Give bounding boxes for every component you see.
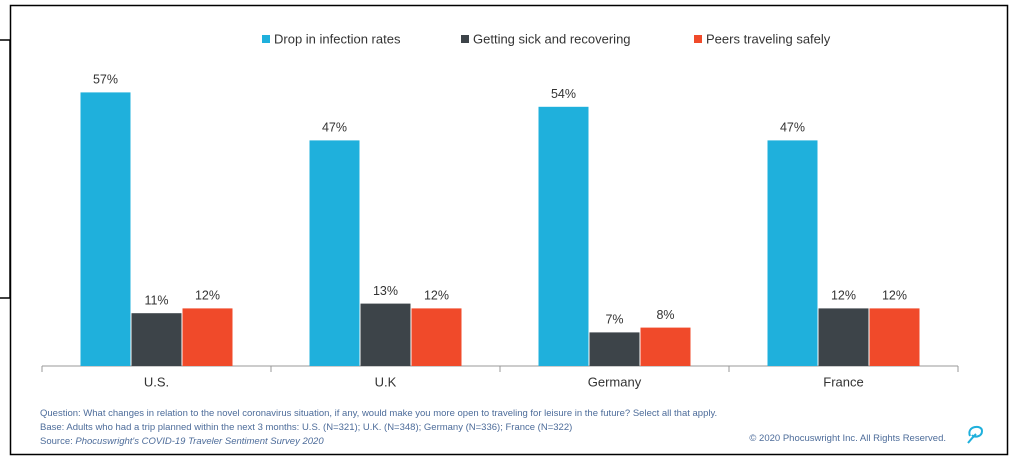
bar <box>131 313 182 366</box>
bar <box>360 303 411 366</box>
logo <box>967 425 984 444</box>
bar <box>309 140 360 366</box>
footnote-source: Source: Phocuswright's COVID-19 Traveler… <box>40 436 324 447</box>
legend-swatch <box>461 35 469 43</box>
value-label: 54% <box>551 87 576 101</box>
legend-label: Drop in infection rates <box>274 31 401 46</box>
footnote-base: Base: Adults who had a trip planned with… <box>40 422 572 433</box>
value-label: 12% <box>882 289 907 303</box>
value-label: 8% <box>656 308 674 322</box>
bar <box>640 327 691 366</box>
value-label: 11% <box>144 293 168 307</box>
x-tick-label: Germany <box>588 374 642 389</box>
bar <box>411 308 462 366</box>
legend-swatch <box>694 35 702 43</box>
x-tick-label: France <box>823 374 863 389</box>
source-label: Source: <box>40 436 73 447</box>
legend-swatch <box>262 35 270 43</box>
bar <box>80 92 131 367</box>
chart-frame <box>9 4 1009 456</box>
source-name: Phocuswright's COVID-19 Traveler Sentime… <box>75 436 324 447</box>
bar <box>818 308 869 366</box>
value-label: 12% <box>831 289 856 303</box>
value-label: 57% <box>93 73 118 87</box>
x-tick-label: U.S. <box>144 374 169 389</box>
footnote-question: Question: What changes in relation to th… <box>40 408 717 419</box>
legend-label: Getting sick and recovering <box>473 31 631 46</box>
value-label: 47% <box>780 121 805 135</box>
value-label: 12% <box>424 289 449 303</box>
copyright: © 2020 Phocuswright Inc. All Rights Rese… <box>749 433 946 444</box>
bar <box>869 308 920 366</box>
bar <box>767 140 818 366</box>
value-label: 12% <box>195 289 220 303</box>
side-panel <box>0 39 11 299</box>
value-label: 47% <box>322 121 347 135</box>
value-label: 7% <box>605 313 623 327</box>
x-tick-label: U.K <box>375 374 397 389</box>
legend-label: Peers traveling safely <box>706 31 831 46</box>
bar <box>182 308 233 366</box>
value-label: 13% <box>373 284 398 298</box>
bar <box>538 106 589 367</box>
bar <box>589 332 640 366</box>
